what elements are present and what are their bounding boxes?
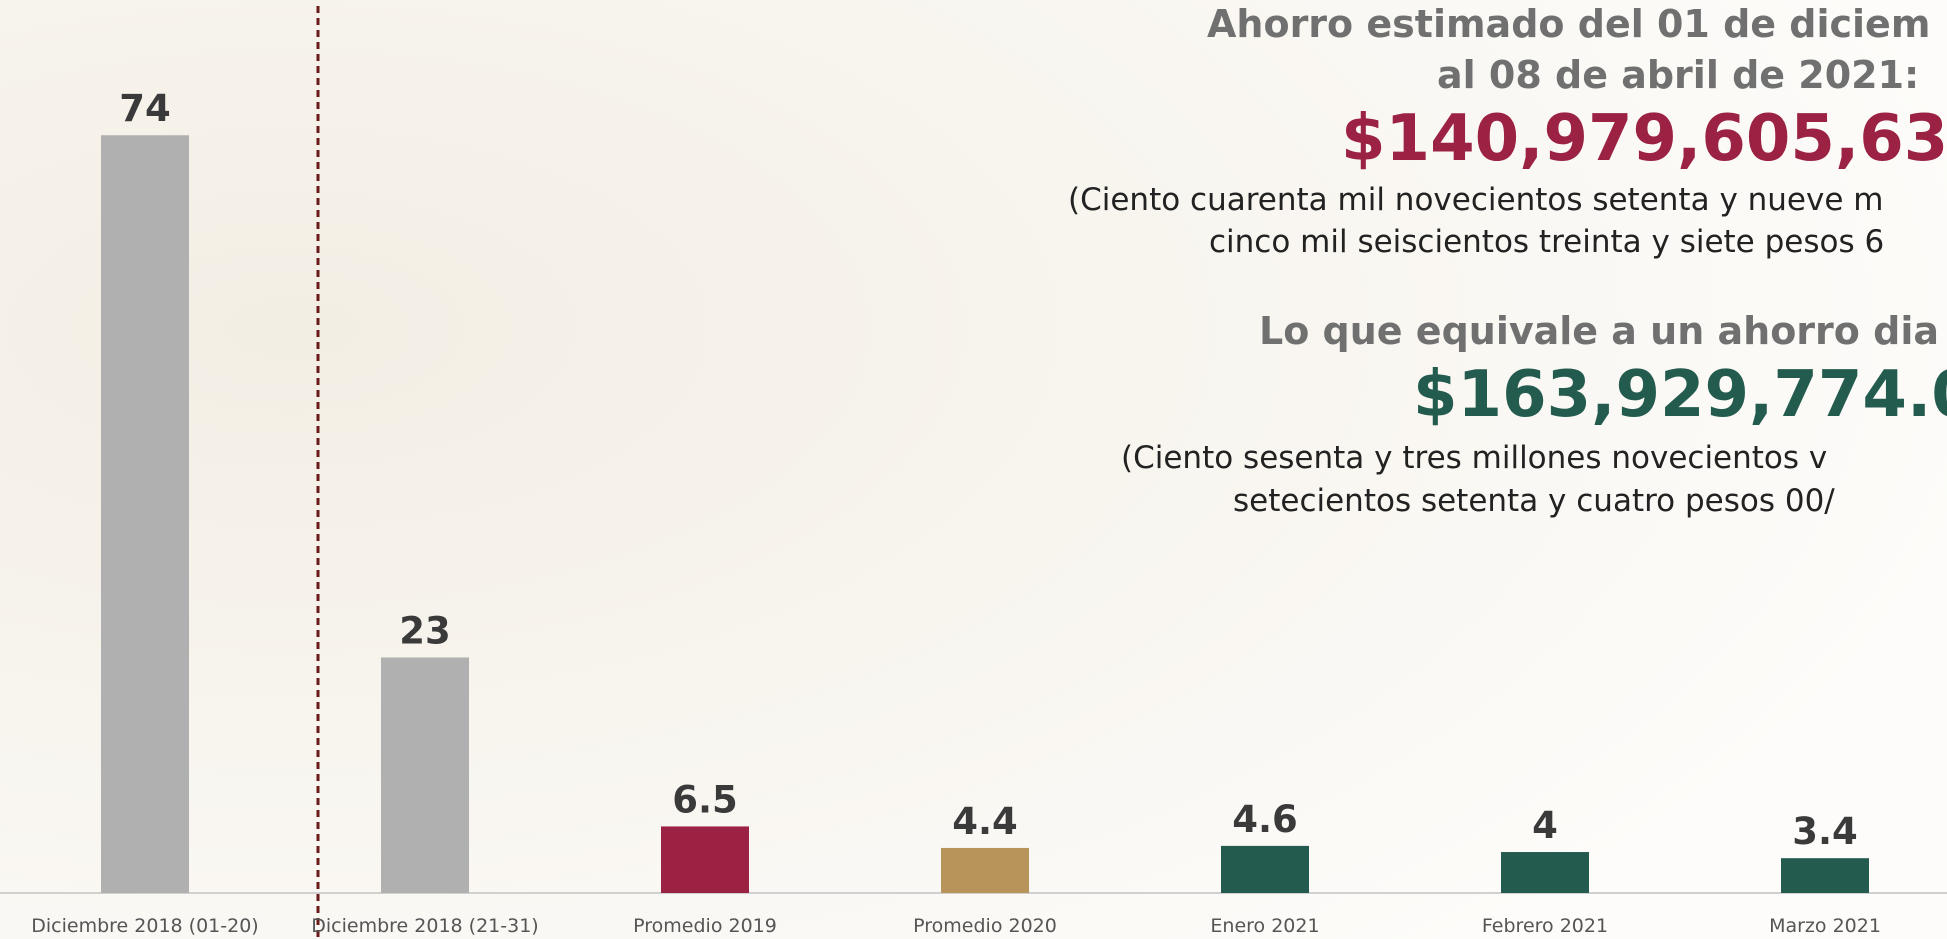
category-label: Enero 2021: [1210, 915, 1319, 937]
bar: [381, 657, 469, 893]
annotation: cinco mil seiscientos treinta y siete pe…: [1209, 224, 1884, 260]
annotation: Lo que equivale a un ahorro dia: [1259, 309, 1939, 353]
category-label: Diciembre 2018 (21-31): [311, 915, 538, 937]
bar: [1501, 852, 1589, 893]
category-label: Promedio 2020: [913, 915, 1057, 937]
annotation: al 08 de abril de 2021:: [1437, 53, 1919, 97]
value-label: 4: [1532, 804, 1558, 847]
value-label: 4.6: [1232, 798, 1298, 841]
bar: [1221, 846, 1309, 893]
bar: [941, 848, 1029, 893]
chart: 74 Diciembre 2018 (01-20) 23 Diciembre 2018…: [0, 0, 1947, 939]
annotation: (Ciento cuarenta mil novecientos setenta…: [1068, 182, 1883, 218]
value-label: 4.4: [952, 800, 1018, 843]
category-label: Promedio 2019: [633, 915, 777, 937]
value-label: 74: [119, 87, 171, 130]
bar: [1781, 858, 1869, 893]
annotation: $140,979,605,637.6: [1341, 102, 1947, 176]
bar: [101, 135, 189, 893]
annotation: (Ciento sesenta y tres millones novecien…: [1121, 440, 1827, 476]
bar: [661, 826, 749, 893]
value-label: 3.4: [1792, 810, 1858, 853]
annotation: setecientos setenta y cuatro pesos 00/: [1233, 483, 1835, 519]
annotation: $163,929,774.00: [1413, 358, 1947, 432]
category-label: Diciembre 2018 (01-20): [31, 915, 258, 937]
value-label: 6.5: [672, 778, 738, 821]
category-label: Febrero 2021: [1482, 915, 1608, 937]
value-label: 23: [399, 609, 451, 652]
category-label: Marzo 2021: [1769, 915, 1881, 937]
annotation: Ahorro estimado del 01 de diciem: [1207, 2, 1930, 46]
